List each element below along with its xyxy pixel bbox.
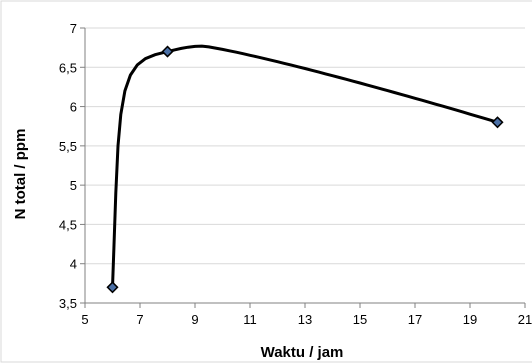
data-point-marker xyxy=(161,45,174,58)
x-tick-label: 11 xyxy=(243,312,257,327)
y-tick-label: 4,5 xyxy=(59,217,77,232)
axes xyxy=(80,27,526,308)
y-tick-label: 3,5 xyxy=(59,296,77,311)
x-tick-label: 5 xyxy=(81,312,88,327)
y-tick-label: 7 xyxy=(70,21,77,36)
y-tick-labels: 3,5 4 4,5 5 5,5 6 6,5 7 xyxy=(59,21,77,311)
x-tick-label: 21 xyxy=(518,312,532,327)
y-tick-label: 5,5 xyxy=(59,139,77,154)
y-tick-label: 5 xyxy=(70,178,77,193)
x-tick-label: 15 xyxy=(353,312,367,327)
x-tick-label: 19 xyxy=(463,312,477,327)
x-tick-labels: 5 7 9 11 13 15 17 19 21 xyxy=(81,312,532,327)
y-tick-label: 6,5 xyxy=(59,60,77,75)
x-tick-label: 7 xyxy=(136,312,143,327)
data-points xyxy=(106,45,504,294)
x-tick-label: 17 xyxy=(408,312,422,327)
data-point-marker xyxy=(106,281,119,294)
x-tick-label: 13 xyxy=(298,312,312,327)
x-tick-label: 9 xyxy=(191,312,198,327)
y-tick-label: 6 xyxy=(70,100,77,115)
x-axis-title: Waktu / jam xyxy=(261,344,344,361)
data-point-marker xyxy=(491,116,504,129)
y-tick-label: 4 xyxy=(70,257,77,272)
y-axis-title: N total / ppm xyxy=(12,129,29,220)
